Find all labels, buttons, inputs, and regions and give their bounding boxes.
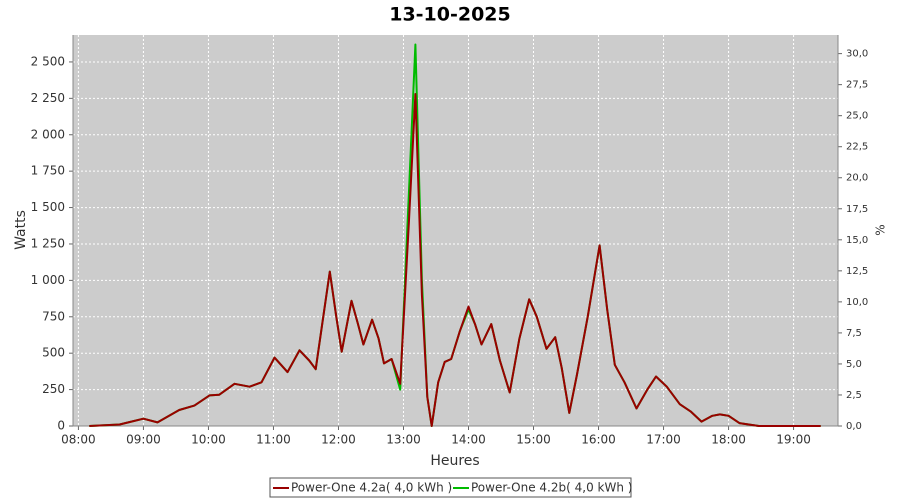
y2-tick-label: 7,5 — [846, 328, 862, 339]
x-tick-label: 15:00 — [516, 433, 551, 447]
x-tick-label: 18:00 — [711, 433, 746, 447]
x-tick-label: 19:00 — [776, 433, 811, 447]
y2-tick-label: 12,5 — [846, 266, 868, 277]
y-tick-label: 1 750 — [31, 164, 65, 178]
x-tick-label: 10:00 — [191, 433, 226, 447]
y2-tick-label: 27,5 — [846, 80, 868, 91]
x-tick-label: 16:00 — [581, 433, 616, 447]
y-tick-label: 1 500 — [31, 200, 65, 214]
y-tick-label: 1 000 — [31, 273, 65, 287]
y2-axis-label: % — [874, 224, 888, 235]
y2-tick-label: 17,5 — [846, 204, 868, 215]
y2-tick-label: 25,0 — [846, 111, 868, 122]
plot-area — [73, 35, 838, 426]
chart-title: 13-10-2025 — [389, 4, 511, 26]
x-tick-label: 14:00 — [451, 433, 486, 447]
y-tick-label: 0 — [57, 419, 65, 433]
y2-tick-label: 30,0 — [846, 49, 868, 60]
y2-tick-label: 2,5 — [846, 390, 862, 401]
x-tick-label: 13:00 — [386, 433, 421, 447]
y-tick-label: 500 — [42, 346, 65, 360]
y-tick-label: 2 500 — [31, 54, 65, 68]
x-tick-label: 08:00 — [61, 433, 96, 447]
x-tick-label: 11:00 — [256, 433, 291, 447]
y-tick-label: 750 — [42, 309, 65, 323]
y-axis-label: Watts — [13, 210, 29, 250]
y-tick-label: 250 — [42, 382, 65, 396]
legend-label: Power-One 4.2b( 4,0 kWh ) — [471, 481, 632, 495]
y-tick-label: 2 250 — [31, 91, 65, 105]
x-tick-label: 09:00 — [126, 433, 161, 447]
y2-tick-label: 15,0 — [846, 235, 868, 246]
legend-label: Power-One 4.2a( 4,0 kWh ) — [291, 481, 452, 495]
series-line — [89, 93, 821, 427]
legend — [269, 477, 632, 498]
x-tick-label: 17:00 — [646, 433, 681, 447]
y-tick-label: 1 250 — [31, 236, 65, 250]
y2-tick-label: 20,0 — [846, 173, 868, 184]
y2-tick-label: 5,0 — [846, 359, 862, 370]
x-tick-label: 12:00 — [321, 433, 356, 447]
x-axis-label: Heures — [430, 453, 479, 469]
y2-tick-label: 22,5 — [846, 142, 868, 153]
y2-tick-label: 10,0 — [846, 297, 868, 308]
y2-tick-label: 0,0 — [846, 421, 862, 432]
y-tick-label: 2 000 — [31, 127, 65, 141]
